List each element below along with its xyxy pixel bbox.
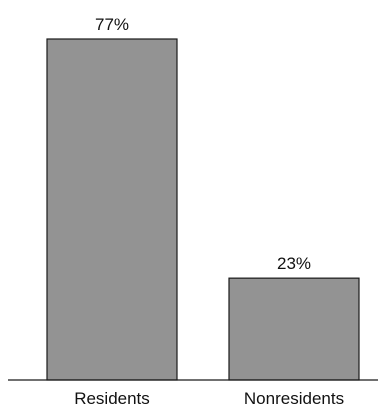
data-label-residents: 77% <box>95 15 129 34</box>
bars-group <box>46 38 360 381</box>
x-tick-labels-group: Residents Nonresidents <box>74 389 344 408</box>
bar-nonresidents <box>228 277 360 381</box>
bar-residents <box>46 38 178 381</box>
x-tick-label-residents: Residents <box>74 389 150 408</box>
data-label-nonresidents: 23% <box>277 254 311 273</box>
data-labels-group: 77% 23% <box>95 15 311 273</box>
x-tick-label-nonresidents: Nonresidents <box>244 389 344 408</box>
